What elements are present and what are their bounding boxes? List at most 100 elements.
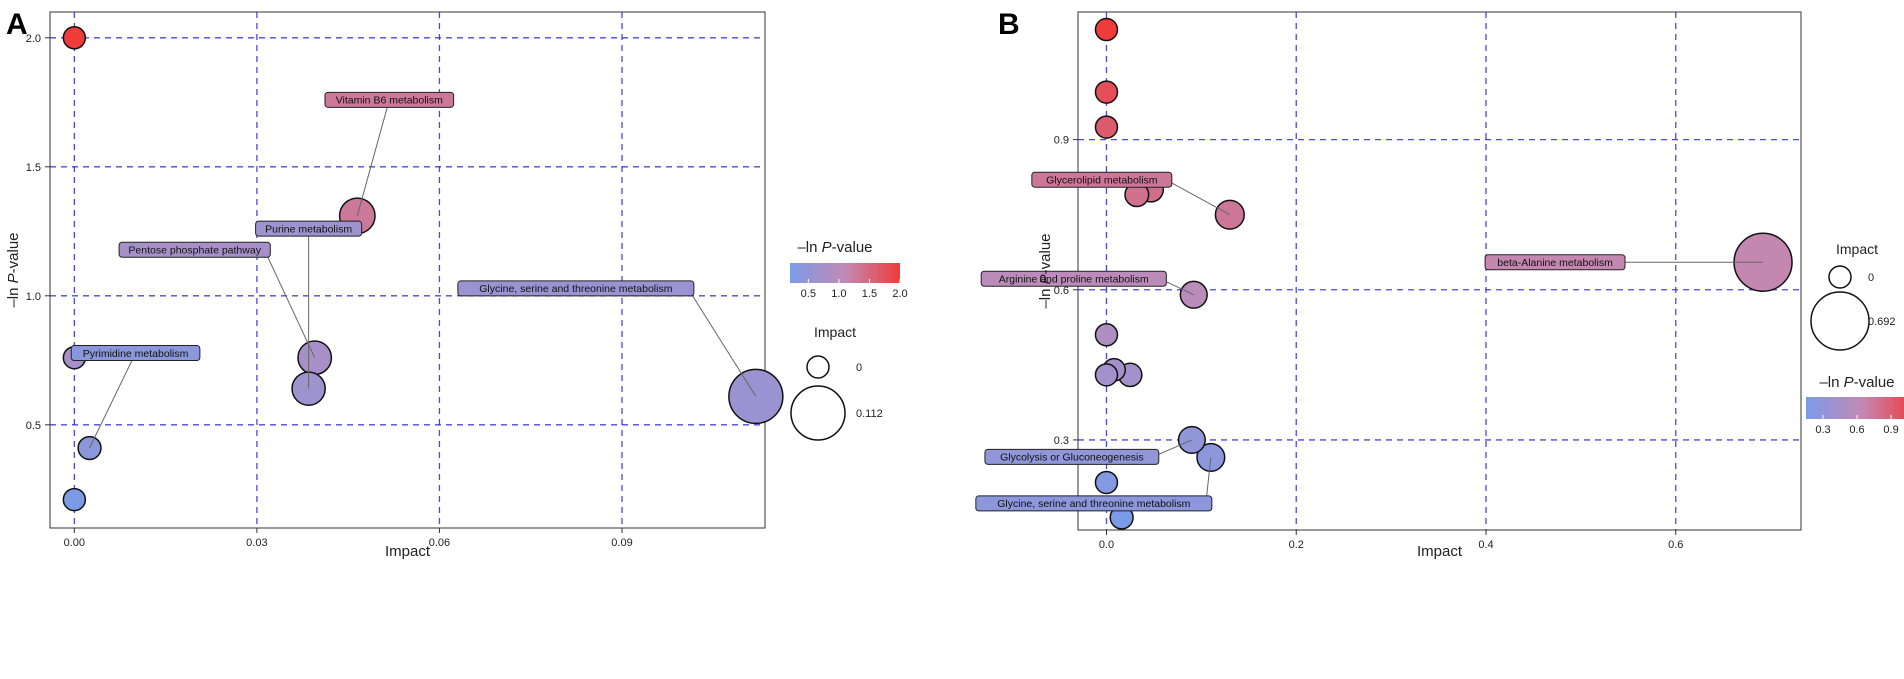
color-legend-tick-label: 1.0 (831, 288, 846, 300)
panel-letter-a: A (6, 8, 28, 41)
point-label: Arginine and proline metabolism (999, 274, 1149, 286)
label-box (457, 280, 695, 297)
panel-b-color-bar (1806, 397, 1904, 419)
panel-a-y-axis-label: –ln P-value (5, 232, 22, 307)
data-point (1094, 323, 1119, 347)
panel-a-color-legend-p: P (822, 239, 832, 256)
label-box (70, 345, 201, 362)
label-leader-line (89, 352, 137, 449)
label-leader-line (1152, 439, 1193, 458)
panel-a-plot-frame (49, 11, 766, 529)
panel-b-color-legend-p: P (1844, 374, 1854, 391)
color-legend-tick-label: 0.6 (1849, 424, 1864, 436)
label-leader-line (1165, 179, 1231, 216)
panel-b-color-legend-ticks: 0.3 0.6 0.9 (1815, 415, 1899, 436)
data-point (1094, 115, 1119, 139)
panel-b-size-legend-items: 0 0.692 (1810, 265, 1896, 351)
label-leader-line (356, 99, 390, 216)
size-legend-label: 0.692 (1868, 316, 1896, 328)
data-point (62, 26, 87, 50)
x-tick-label: 0.0 (1099, 539, 1114, 551)
panel-a-color-legend-ticks: 0.5 1.0 1.5 2.0 (801, 279, 908, 300)
panel-a-y-label-prefix: –ln (5, 283, 22, 307)
y-tick-label: 1.5 (26, 162, 41, 174)
panel-b-y-label-prefix: –ln (1037, 284, 1054, 308)
point-label: Vitamin B6 metabolism (336, 95, 443, 107)
label-box (1031, 171, 1173, 188)
panel-a-axis-ticks: 0.00 0.03 0.06 0.09 0.5 1.0 1.5 2.0 (26, 33, 633, 549)
panel-b-y-label-p: P (1037, 274, 1054, 284)
size-legend-label: 0 (1868, 272, 1874, 284)
panel-b-size-legend-title: Impact (1836, 241, 1878, 257)
color-legend-tick-label: 0.5 (801, 288, 816, 300)
size-legend-label: 0 (856, 362, 862, 374)
point-label: Glycine, serine and threonine metabolism (479, 283, 672, 295)
label-box (980, 270, 1167, 287)
color-legend-tick-label: 0.9 (1883, 424, 1898, 436)
panel-a-y-label-p: P (5, 273, 22, 283)
panel-b-color-legend-prefix: –ln (1819, 374, 1843, 391)
x-tick-label: 0.03 (246, 537, 267, 549)
panel-a: 0.00 0.03 0.06 0.09 0.5 1.0 1.5 2.0 Vitamin B6 … (5, 11, 908, 560)
panel-b-size-legend: Impact 0 0.692 (1810, 241, 1896, 351)
size-legend-circle (1828, 265, 1852, 289)
panel-b-color-legend-suffix: -value (1854, 374, 1895, 391)
size-legend-label: 0.112 (856, 408, 883, 420)
panel-a-color-legend-prefix: –ln (797, 239, 821, 256)
y-tick-label: 1.0 (26, 291, 41, 303)
panel-b-axis-ticks: 0.0 0.2 0.4 0.6 0.3 0.6 0.9 (1054, 135, 1684, 551)
point-label: Purine metabolism (265, 223, 352, 235)
point-label: Pyrimidine metabolism (83, 348, 189, 360)
panel-b: 0.0 0.2 0.4 0.6 0.3 0.6 0.9 Glycerolipid metab… (975, 11, 1904, 560)
size-legend-circle (806, 355, 830, 379)
x-tick-label: 0.2 (1289, 539, 1304, 551)
panel-b-color-legend-title: –ln P-value (1819, 374, 1894, 391)
color-legend-tick-label: 0.3 (1815, 424, 1830, 436)
x-tick-label: 0.4 (1478, 539, 1493, 551)
y-tick-label: 0.5 (26, 420, 41, 432)
label-box (118, 241, 271, 258)
panel-a-x-axis-label: Impact (385, 543, 431, 560)
data-point (77, 435, 102, 461)
panel-a-color-legend-suffix: -value (832, 239, 873, 256)
panel-a-size-legend-items: 0 0.112 (790, 355, 883, 441)
panel-a-color-bar (790, 263, 900, 283)
label-box (975, 495, 1213, 512)
point-label: Glycolysis or Gluconeogenesis (1000, 452, 1144, 464)
panel-b-x-axis-label: Impact (1417, 543, 1463, 560)
panel-a-color-legend-title: –ln P-value (797, 239, 872, 256)
point-label: Glycerolipid metabolism (1046, 174, 1158, 186)
panel-b-y-axis-label: –ln P-value (1037, 233, 1054, 308)
y-tick-label: 2.0 (26, 33, 41, 45)
panel-b-points (1094, 17, 1793, 530)
y-tick-label: 0.3 (1054, 435, 1069, 447)
label-leader-line (687, 288, 757, 397)
panel-b-color-legend: –ln P-value 0.3 0.6 0.9 (1806, 374, 1904, 436)
point-label: Pentose phosphate pathway (128, 245, 261, 257)
label-leader-line (263, 249, 316, 358)
x-tick-label: 0.09 (611, 537, 632, 549)
panel-a-color-legend: –ln P-value 0.5 1.0 1.5 2.0 (790, 239, 908, 300)
label-box (255, 220, 363, 237)
x-tick-label: 0.00 (64, 537, 85, 549)
color-legend-tick-label: 2.0 (892, 288, 907, 300)
label-box (984, 448, 1160, 465)
x-tick-label: 0.6 (1668, 539, 1683, 551)
size-legend-circle (1810, 291, 1870, 351)
panel-a-y-label-suffix: -value (5, 232, 22, 273)
panel-a-size-legend-title: Impact (814, 324, 856, 340)
data-point (1094, 363, 1119, 387)
data-point (1094, 17, 1119, 42)
label-box (1484, 254, 1626, 271)
panel-letter-b: B (998, 8, 1020, 41)
panel-a-size-legend: Impact 0 0.112 (790, 324, 883, 441)
size-legend-circle (790, 385, 846, 441)
panel-b-point-labels: Glycerolipid metabolism beta-Alanine meta… (975, 171, 1764, 512)
color-legend-tick-label: 1.5 (862, 288, 877, 300)
point-label: Glycine, serine and threonine metabolism (997, 498, 1190, 510)
panel-b-y-label-suffix: -value (1037, 233, 1054, 274)
data-point (62, 487, 87, 512)
panel-a-point-labels: Vitamin B6 metabolism Pentose phosphate p… (70, 91, 757, 449)
data-point (1094, 80, 1119, 104)
y-tick-label: 0.9 (1054, 135, 1069, 147)
